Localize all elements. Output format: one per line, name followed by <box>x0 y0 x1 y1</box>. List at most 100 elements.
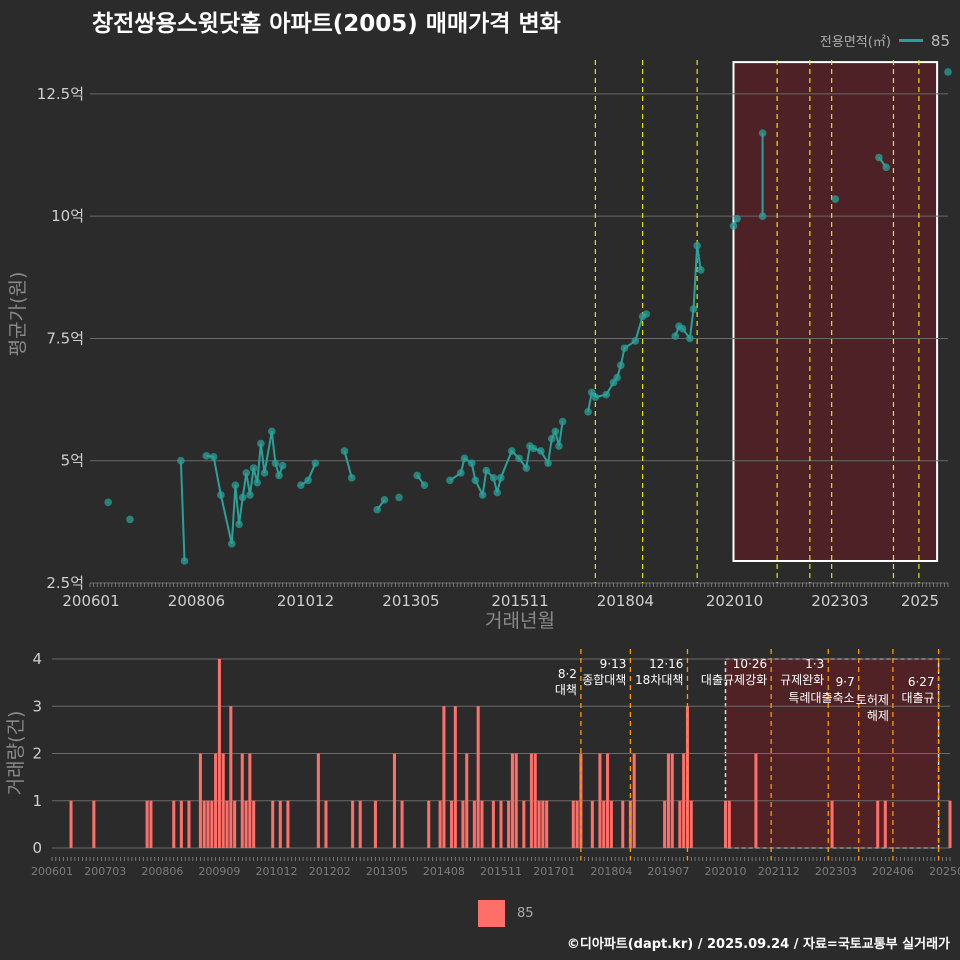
price-point <box>297 481 305 489</box>
y-axis-label: 거래량(건) <box>5 711 27 796</box>
price-point <box>555 442 563 450</box>
event-label: 6·27 대출규 <box>901 675 934 705</box>
x-tick-label: 201701 <box>533 865 575 878</box>
price-point <box>602 390 611 399</box>
price-point <box>304 476 312 485</box>
price-point <box>689 305 698 313</box>
highlight-box-top <box>732 61 939 562</box>
y-tick-label: 2.5억 <box>46 574 84 592</box>
x-tick-label: 202406 <box>872 865 914 878</box>
price-point <box>831 195 840 203</box>
event-label: 12·16 18차대책 <box>635 657 683 687</box>
price-line <box>206 431 284 545</box>
price-point <box>257 439 265 448</box>
volume-bar <box>883 800 887 848</box>
price-point <box>202 452 211 460</box>
price-point <box>489 474 498 482</box>
volume-bar <box>92 800 96 848</box>
x-tick-label: 200601 <box>62 592 119 610</box>
x-tick-label: 200703 <box>84 865 126 878</box>
price-point <box>275 471 283 480</box>
volume-bar <box>438 800 442 848</box>
event-label: 1·3 규제완화 <box>780 657 824 687</box>
volume-bar <box>522 800 526 848</box>
volume-bar <box>678 800 682 848</box>
price-point <box>180 557 189 565</box>
price-point <box>249 464 258 472</box>
volume-bar <box>172 800 176 848</box>
x-tick-label: 202010 <box>706 592 763 610</box>
y-tick-label: 7.5억 <box>46 329 84 347</box>
volume-bar <box>358 800 362 848</box>
volume-bar <box>271 800 275 848</box>
volume-bar <box>510 753 514 848</box>
x-tick-label: 201012 <box>256 865 298 878</box>
credit-text: ©디아파트(dapt.kr) / 2025.09.24 / 자료=국토교통부 실… <box>566 937 950 952</box>
volume-bar <box>427 800 431 848</box>
price-point <box>537 447 545 455</box>
volume-bar <box>324 800 328 848</box>
y-tick-label: 4 <box>32 650 42 668</box>
volume-bar <box>830 800 834 848</box>
volume-bar <box>571 800 575 848</box>
price-point <box>217 491 225 499</box>
volume-bar <box>533 753 537 848</box>
volume-bar <box>606 753 610 848</box>
volume-bar <box>214 753 218 848</box>
price-point <box>522 464 531 472</box>
x-tick-label: 201305 <box>382 592 439 610</box>
volume-bar <box>286 800 290 848</box>
volume-bar <box>248 753 252 848</box>
volume-bar <box>579 753 583 848</box>
price-point <box>515 454 523 463</box>
volume-bar <box>316 753 320 848</box>
volume-bar <box>187 800 191 848</box>
price-point <box>558 417 567 426</box>
volume-bar <box>499 800 503 848</box>
price-point <box>944 68 952 76</box>
price-point <box>311 459 320 467</box>
volume-bar <box>632 753 636 848</box>
x-tick-label: 201804 <box>597 592 654 610</box>
volume-bar <box>149 800 153 848</box>
price-point <box>733 214 741 223</box>
volume-bar <box>537 800 541 848</box>
price-point <box>875 153 883 162</box>
legend-line-swatch <box>898 39 923 42</box>
price-point <box>420 481 429 489</box>
volume-bar <box>198 753 202 848</box>
volume-bar <box>210 800 214 848</box>
volume-bar <box>400 800 404 848</box>
price-point <box>613 373 621 382</box>
price-point <box>693 241 701 250</box>
price-point <box>227 540 236 548</box>
x-tick-label: 201511 <box>480 865 522 878</box>
volume-bar <box>529 753 533 848</box>
x-tick-label: 201408 <box>423 865 465 878</box>
x-tick-label: 201511 <box>491 592 548 610</box>
volume-bar <box>666 753 670 848</box>
bottom-legend: 85 <box>478 900 534 927</box>
volume-bar <box>480 800 484 848</box>
volume-bar <box>682 753 686 848</box>
volume-bar <box>663 800 667 848</box>
price-point <box>529 444 538 453</box>
volume-bar <box>754 753 758 848</box>
price-point <box>482 466 491 475</box>
price-point <box>446 476 454 485</box>
price-point <box>460 454 469 463</box>
volume-bar <box>229 706 233 848</box>
price-point <box>497 474 505 482</box>
price-point <box>231 481 240 489</box>
event-label: 토허제 해제 <box>856 693 889 723</box>
bottom-legend-label: 85 <box>517 906 534 921</box>
x-tick-label: 202303 <box>811 592 868 610</box>
price-point <box>507 447 516 455</box>
price-point <box>478 491 487 499</box>
x-tick-label: 201305 <box>366 865 408 878</box>
volume-bar <box>461 800 465 848</box>
volume-bar <box>602 800 606 848</box>
legend-title: 전용면적(㎡) <box>819 35 891 50</box>
volume-bar <box>225 800 229 848</box>
